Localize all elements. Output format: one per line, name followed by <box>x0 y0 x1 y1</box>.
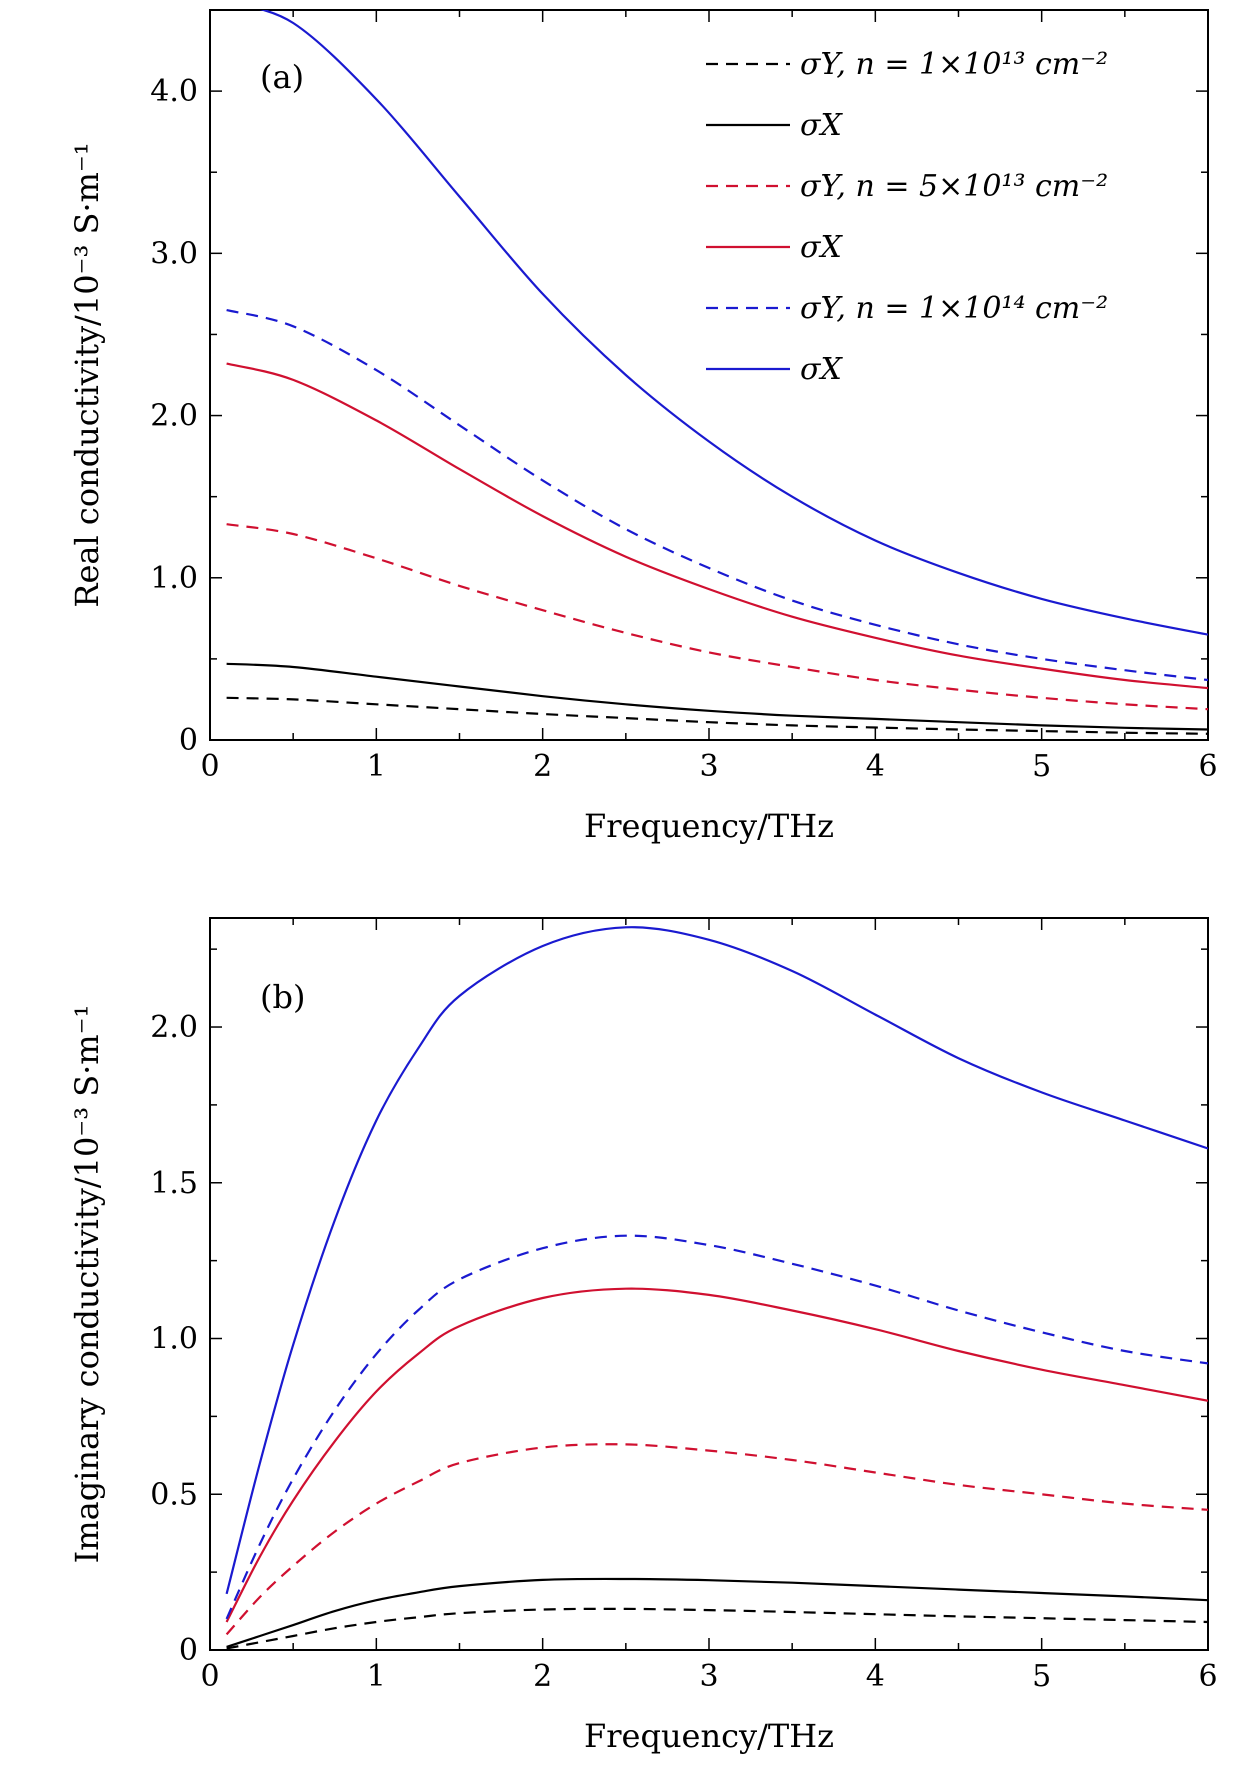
y-tick-label: 1.0 <box>150 1322 198 1357</box>
series-line-2 <box>225 1443 1208 1636</box>
y-tick-label: 0.5 <box>150 1477 198 1512</box>
panel-b: 0 1 2 3 4 5 6 0 0.5 1.0 1.5 2.0 Frequency/THz Imagina… <box>68 917 1218 1755</box>
plot-frame <box>209 917 1209 1651</box>
panel-a: 0 1 2 3 4 5 6 0 1.0 2.0 3.0 4.0 Frequency/THz Real co… <box>68 9 1218 845</box>
series-line-3 <box>225 1287 1208 1623</box>
x-axis-title: Frequency/THz <box>584 807 834 845</box>
x-tick-label: 3 <box>699 749 718 784</box>
series-line-1 <box>226 1577 1208 1648</box>
y-axis-title: Real conductivity/10⁻³ S·m⁻¹ <box>68 142 106 607</box>
series-line-4 <box>225 1234 1208 1620</box>
x-tick-label: 1 <box>367 1659 386 1694</box>
x-tick-label: 0 <box>200 749 219 784</box>
x-tick-label: 5 <box>1032 749 1051 784</box>
x-tick-label: 4 <box>866 749 885 784</box>
legend-entry: σY, n = 5×10¹³ cm⁻² <box>800 169 1108 204</box>
x-tick-label: 1 <box>367 749 386 784</box>
legend-entry: σY, n = 1×10¹⁴ cm⁻² <box>800 291 1108 326</box>
y-axis-title: Imaginary conductivity/10⁻³ S·m⁻¹ <box>68 1005 106 1564</box>
y-tick-label: 4.0 <box>150 74 198 109</box>
series-line-1 <box>226 662 1208 731</box>
x-tick-label: 2 <box>533 749 552 784</box>
y-tick-label: 1.5 <box>150 1166 198 1201</box>
panel-label: (a) <box>260 58 304 96</box>
x-axis-title: Frequency/THz <box>584 1717 834 1755</box>
x-tick-label: 0 <box>200 1659 219 1694</box>
series-line-3 <box>226 362 1208 690</box>
y-tick-label: 1.0 <box>150 561 198 596</box>
x-tick-label: 6 <box>1198 1659 1217 1694</box>
series-line-4 <box>226 309 1208 682</box>
y-tick-label: 0 <box>179 1633 198 1668</box>
legend-entry: σX <box>800 230 843 265</box>
series-line-5 <box>225 926 1208 1595</box>
x-tick-label: 4 <box>866 1659 885 1694</box>
y-tick-label: 2.0 <box>150 399 198 434</box>
series-line-2 <box>226 523 1208 711</box>
y-tick-label: 2.0 <box>150 1010 198 1045</box>
y-tick-label: 0 <box>179 723 198 758</box>
series-line-0 <box>226 1607 1208 1650</box>
y-tick-label: 3.0 <box>150 236 198 271</box>
legend-entry: σX <box>800 108 843 143</box>
legend-entry: σY, n = 1×10¹³ cm⁻² <box>800 47 1108 82</box>
x-tick-label: 5 <box>1032 1659 1051 1694</box>
legend-entry: σX <box>800 352 843 387</box>
series-line-0 <box>226 696 1208 735</box>
plot-frame <box>209 9 1209 741</box>
x-tick-label: 2 <box>533 1659 552 1694</box>
series-line-5 <box>259 10 1208 636</box>
panel-label: (b) <box>260 978 305 1016</box>
x-tick-label: 6 <box>1198 749 1217 784</box>
x-tick-label: 3 <box>699 1659 718 1694</box>
legend: σY, n = 1×10¹³ cm⁻² σX σY, n = 5×10¹³ cm⁻²… <box>706 47 1108 387</box>
